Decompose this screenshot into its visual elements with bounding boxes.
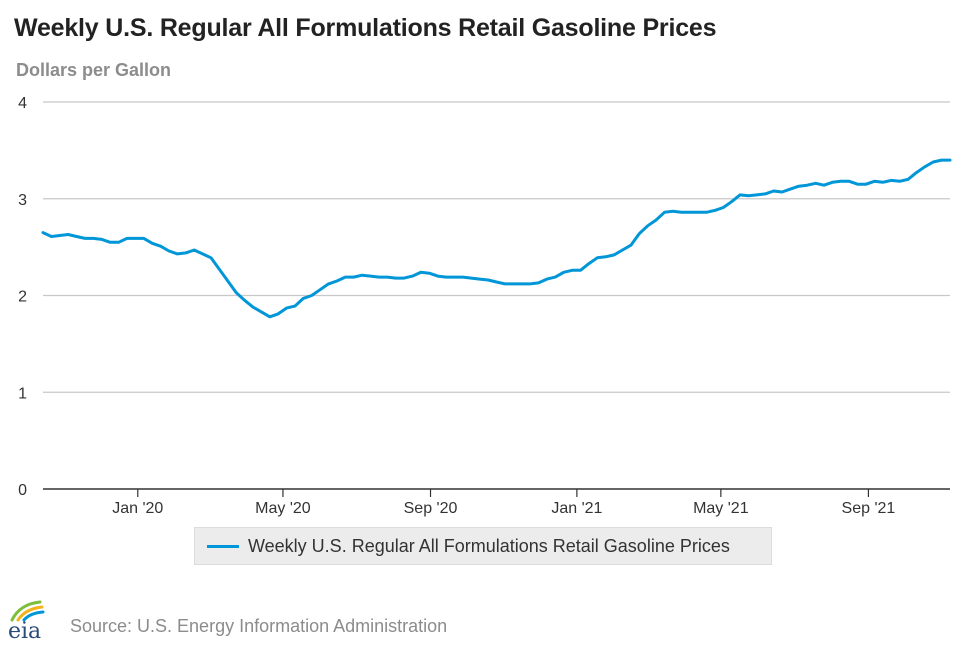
legend-label: Weekly U.S. Regular All Formulations Ret… [248,535,730,556]
x-tick-label: May '21 [693,500,749,517]
y-tick-label: 4 [18,95,27,112]
tick-labels: 0 1 2 3 4 Jan '20 May '20 Sep '20 Jan '21 May '21… [18,95,895,517]
chart-subtitle: Dollars per Gallon [16,60,172,80]
chart-title: Weekly U.S. Regular All Formulations Ret… [14,14,717,42]
y-tick-label: 0 [18,482,27,499]
eia-logo-icon: eia [8,600,45,640]
gridlines [43,101,950,490]
x-tick-label: May '20 [255,500,311,517]
series-layer [41,158,952,319]
svg-text:eia: eia [8,619,41,640]
x-tick-label: Jan '20 [112,500,163,517]
source-note: Source: U.S. Energy Information Administ… [70,616,448,636]
x-axis [137,489,870,497]
legend[interactable]: Weekly U.S. Regular All Formulations Ret… [194,527,772,565]
x-tick-label: Sep '20 [404,500,458,517]
series-line-gasoline-price [41,158,952,319]
x-tick-label: Sep '21 [842,500,896,517]
x-tick-label: Jan '21 [551,500,602,517]
y-tick-label: 1 [18,385,27,402]
legend-swatch [207,544,239,548]
y-tick-label: 3 [18,192,27,209]
y-tick-label: 2 [18,289,27,306]
